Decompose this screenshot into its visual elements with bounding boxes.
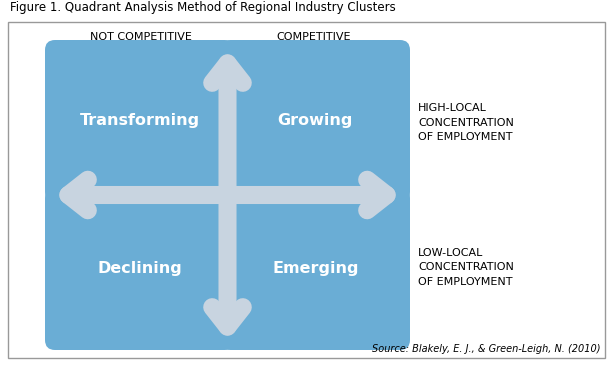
Text: NOT COMPETITIVE: NOT COMPETITIVE xyxy=(90,32,192,42)
Text: LOW-LOCAL
CONCENTRATION
OF EMPLOYMENT: LOW-LOCAL CONCENTRATION OF EMPLOYMENT xyxy=(418,248,514,287)
Text: Transforming: Transforming xyxy=(80,114,200,128)
Text: Figure 1. Quadrant Analysis Method of Regional Industry Clusters: Figure 1. Quadrant Analysis Method of Re… xyxy=(10,1,396,14)
Text: Growing: Growing xyxy=(278,114,353,128)
Text: Emerging: Emerging xyxy=(272,262,359,276)
FancyBboxPatch shape xyxy=(45,40,235,202)
Text: COMPETITIVE: COMPETITIVE xyxy=(276,32,351,42)
Text: HIGH-LOCAL
CONCENTRATION
OF EMPLOYMENT: HIGH-LOCAL CONCENTRATION OF EMPLOYMENT xyxy=(418,103,514,142)
FancyBboxPatch shape xyxy=(221,40,410,202)
FancyBboxPatch shape xyxy=(221,188,410,350)
Text: Declining: Declining xyxy=(97,262,182,276)
Text: Source: Blakely, E. J., & Green-Leigh, N. (2010): Source: Blakely, E. J., & Green-Leigh, N… xyxy=(373,344,601,354)
FancyBboxPatch shape xyxy=(45,188,235,350)
